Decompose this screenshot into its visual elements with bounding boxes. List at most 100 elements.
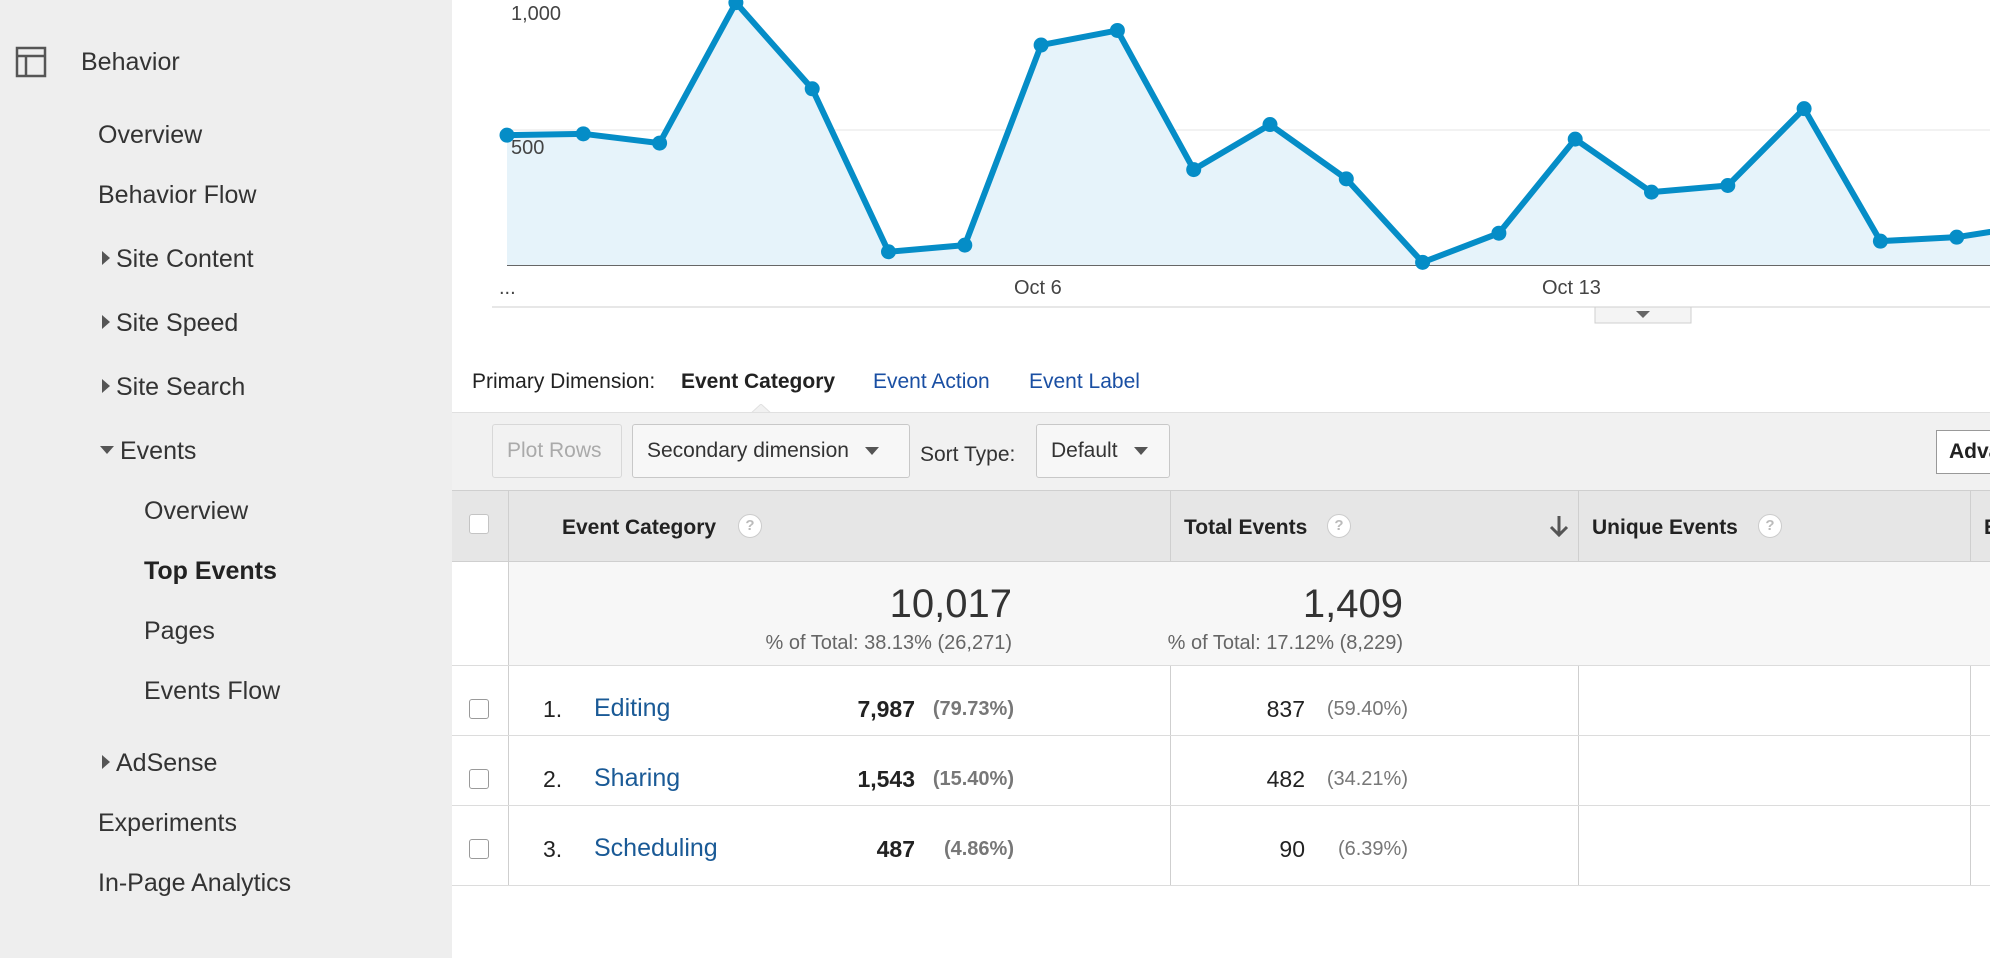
row-category-link[interactable]: Editing bbox=[594, 694, 671, 722]
data-point[interactable] bbox=[1033, 37, 1049, 53]
column-header-total-events[interactable]: Total Events bbox=[1184, 516, 1308, 539]
y-tick-label: 500 bbox=[511, 137, 544, 159]
advanced-label: Advanced bbox=[1949, 440, 1990, 463]
primary-dimension-label: Primary Dimension: bbox=[472, 370, 656, 393]
data-point[interactable] bbox=[1415, 254, 1431, 270]
row-total-events: 487 bbox=[876, 836, 915, 862]
row-divider bbox=[452, 735, 1990, 736]
sidebar-item-site-search[interactable]: Site Search bbox=[102, 373, 245, 402]
table-toolbar: Plot Rows Secondary dimension Sort Type:… bbox=[452, 412, 1990, 491]
advanced-filter-button[interactable]: Advanced bbox=[1936, 430, 1990, 474]
help-icon[interactable]: ? bbox=[738, 514, 762, 538]
dimension-event-category[interactable]: Event Category bbox=[681, 370, 836, 393]
data-point[interactable] bbox=[652, 135, 668, 151]
row-checkbox[interactable] bbox=[469, 699, 489, 719]
sidebar-item-top-events[interactable]: Top Events bbox=[144, 557, 277, 585]
sidebar-item-pages[interactable]: Pages bbox=[144, 617, 215, 645]
caret-down-icon bbox=[100, 446, 114, 455]
data-point[interactable] bbox=[881, 244, 896, 260]
column-divider bbox=[1170, 490, 1171, 885]
series-area bbox=[507, 2, 1990, 265]
row-checkbox[interactable] bbox=[469, 839, 489, 859]
row-unique-events: 90 bbox=[1279, 836, 1305, 862]
column-header-unique-events[interactable]: Unique Events bbox=[1592, 516, 1738, 539]
data-point[interactable] bbox=[1567, 131, 1583, 147]
table-header bbox=[452, 490, 1990, 562]
data-point[interactable] bbox=[1796, 101, 1812, 117]
sidebar-item-events-overview[interactable]: Overview bbox=[144, 497, 249, 525]
sidebar-item-overview[interactable]: Overview bbox=[98, 121, 203, 149]
caret-right-icon bbox=[102, 379, 110, 394]
sidebar-item-adsense[interactable]: AdSense bbox=[102, 749, 217, 778]
column-header-next: E bbox=[1984, 516, 1990, 540]
sidebar-section-label: Behavior bbox=[81, 48, 180, 76]
total-events-total: 10,017 bbox=[889, 582, 1012, 626]
sidebar-item-in-page-analytics[interactable]: In-Page Analytics bbox=[98, 869, 292, 897]
sort-type-dropdown[interactable]: Default bbox=[1036, 424, 1170, 478]
caret-right-icon bbox=[102, 251, 110, 266]
data-point[interactable] bbox=[1872, 233, 1888, 249]
chevron-down-icon bbox=[1636, 311, 1650, 318]
row-total-events: 1,543 bbox=[857, 766, 915, 792]
caret-right-icon bbox=[102, 755, 110, 770]
dimension-event-label[interactable]: Event Label bbox=[1029, 370, 1140, 393]
unique-events-total: 1,409 bbox=[1302, 582, 1403, 626]
row-checkbox[interactable] bbox=[469, 769, 489, 789]
data-point[interactable] bbox=[1720, 178, 1736, 193]
column-divider bbox=[1578, 490, 1579, 885]
sort-descending-arrow-icon[interactable] bbox=[1548, 514, 1570, 538]
sidebar-item-experiments[interactable]: Experiments bbox=[98, 809, 237, 837]
chevron-down-icon bbox=[864, 447, 879, 455]
column-divider bbox=[1970, 490, 1971, 885]
data-point[interactable] bbox=[1949, 229, 1965, 245]
row-number: 1. bbox=[543, 696, 563, 722]
row-unique-events-percent: (6.39%) bbox=[1337, 838, 1408, 860]
row-total-events-percent: (15.40%) bbox=[932, 768, 1014, 790]
data-point[interactable] bbox=[1186, 162, 1202, 178]
data-point[interactable] bbox=[1491, 225, 1507, 241]
plot-rows-button[interactable]: Plot Rows bbox=[492, 424, 622, 478]
sort-type-label: Sort Type: bbox=[920, 443, 1016, 466]
data-point[interactable] bbox=[1338, 171, 1354, 187]
sidebar-section-behavior[interactable]: Behavior bbox=[0, 40, 452, 84]
chart-svg: 1,000 500 ... Oct 6 Oct 13 bbox=[492, 0, 1990, 324]
sidebar: Behavior Overview Behavior Flow Site Con… bbox=[0, 0, 452, 958]
unique-events-percent-of-total: % of Total: 17.12% (8,229) bbox=[1167, 632, 1403, 654]
row-category-link[interactable]: Sharing bbox=[594, 764, 681, 792]
sidebar-item-events[interactable]: Events bbox=[100, 437, 196, 466]
row-unique-events-percent: (59.40%) bbox=[1326, 698, 1408, 720]
data-point[interactable] bbox=[499, 127, 515, 143]
data-point[interactable] bbox=[957, 237, 973, 253]
row-total-events-percent: (79.73%) bbox=[932, 698, 1014, 720]
chart-collapse-handle[interactable] bbox=[1594, 306, 1692, 324]
data-point[interactable] bbox=[804, 81, 820, 97]
sort-type-value: Default bbox=[1051, 439, 1118, 462]
sidebar-item-events-flow[interactable]: Events Flow bbox=[144, 677, 281, 705]
help-icon[interactable]: ? bbox=[1327, 514, 1351, 538]
column-header-event-category[interactable]: Event Category bbox=[562, 516, 717, 539]
x-tick-label: Oct 13 bbox=[1542, 277, 1601, 299]
row-number: 2. bbox=[543, 766, 563, 792]
x-tick-label: Oct 6 bbox=[1014, 277, 1062, 299]
data-point[interactable] bbox=[1262, 117, 1278, 133]
select-all-checkbox[interactable] bbox=[469, 514, 489, 534]
caret-right-icon bbox=[102, 315, 110, 330]
sidebar-item-behavior-flow[interactable]: Behavior Flow bbox=[98, 181, 257, 209]
chevron-down-icon bbox=[1133, 447, 1148, 455]
data-point[interactable] bbox=[1109, 22, 1125, 38]
data-point[interactable] bbox=[575, 126, 591, 142]
sidebar-item-site-content[interactable]: Site Content bbox=[102, 245, 254, 274]
secondary-dimension-dropdown[interactable]: Secondary dimension bbox=[632, 424, 910, 478]
row-category-link[interactable]: Scheduling bbox=[594, 834, 718, 862]
sidebar-item-site-speed[interactable]: Site Speed bbox=[102, 309, 238, 338]
row-number: 3. bbox=[543, 836, 563, 862]
row-total-events-percent: (4.86%) bbox=[943, 838, 1014, 860]
x-tick-label: ... bbox=[499, 277, 516, 299]
help-icon[interactable]: ? bbox=[1758, 514, 1782, 538]
active-dimension-pointer bbox=[750, 404, 772, 414]
data-point[interactable] bbox=[1644, 184, 1659, 200]
data-point[interactable] bbox=[728, 0, 744, 11]
dimension-event-action[interactable]: Event Action bbox=[873, 370, 990, 393]
row-unique-events: 482 bbox=[1266, 766, 1305, 792]
row-total-events: 7,987 bbox=[857, 696, 915, 722]
